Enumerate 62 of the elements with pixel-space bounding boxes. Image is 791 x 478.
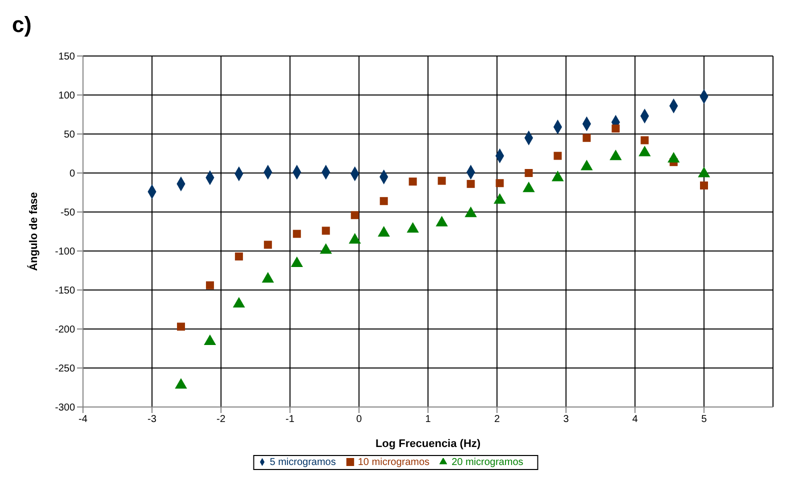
x-tick-label: -2 — [216, 414, 226, 426]
chart-title: c) — [12, 12, 32, 38]
point — [264, 240, 272, 249]
x-tick-label: 2 — [494, 414, 500, 426]
y-tick-label: 100 — [58, 90, 76, 102]
point — [380, 197, 388, 206]
point — [554, 152, 562, 160]
point — [234, 252, 243, 260]
y-tick-label: 50 — [64, 130, 76, 141]
legend-label: 5 microgramos — [270, 457, 336, 468]
legend-label: 20 microgramos — [452, 457, 524, 468]
point — [436, 216, 448, 226]
point — [204, 334, 216, 345]
point — [640, 136, 649, 144]
x-tick-label: 0 — [356, 414, 362, 426]
y-tick-label: 150 — [58, 52, 76, 63]
x-tick-label: 4 — [632, 414, 638, 426]
point — [348, 233, 361, 244]
point — [176, 322, 185, 331]
x-tick-label: -4 — [78, 414, 88, 426]
x-tick-label: 3 — [563, 414, 570, 426]
point — [698, 166, 710, 178]
point — [496, 179, 504, 188]
point — [206, 281, 214, 290]
point — [700, 181, 708, 190]
point — [464, 206, 477, 218]
y-tick-label: -250 — [54, 364, 76, 375]
x-tick-label: 1 — [425, 414, 432, 426]
y-tick-label: -300 — [54, 402, 76, 414]
x-tick-label: 5 — [701, 414, 708, 426]
point — [610, 150, 622, 160]
legend-label: 10 microgramos — [358, 457, 430, 468]
y-tick-label: -200 — [54, 324, 76, 336]
point — [438, 176, 446, 185]
point — [612, 124, 620, 133]
point — [322, 226, 330, 235]
point — [494, 193, 506, 204]
point — [582, 134, 591, 142]
point — [524, 169, 533, 177]
point — [580, 160, 593, 170]
y-axis-title: Ángulo de fase — [26, 192, 40, 271]
y-tick-label: -100 — [54, 246, 76, 258]
point — [290, 256, 303, 267]
x-tick-label: -1 — [286, 414, 295, 426]
point — [262, 272, 274, 283]
y-tick-label: -50 — [60, 208, 76, 219]
point — [378, 226, 390, 237]
point — [552, 170, 564, 182]
point — [522, 182, 535, 192]
x-axis-title: Log Frecuencia (Hz) — [375, 438, 481, 450]
point — [638, 146, 651, 156]
point — [408, 178, 417, 186]
point — [292, 230, 301, 238]
point — [232, 297, 246, 308]
y-tick-label: 0 — [69, 168, 76, 180]
point — [320, 243, 332, 254]
y-tick-label: -150 — [54, 286, 76, 297]
x-tick-label: -3 — [148, 414, 157, 426]
point — [406, 222, 419, 233]
point — [174, 378, 188, 389]
point — [466, 180, 475, 188]
point — [350, 211, 359, 220]
